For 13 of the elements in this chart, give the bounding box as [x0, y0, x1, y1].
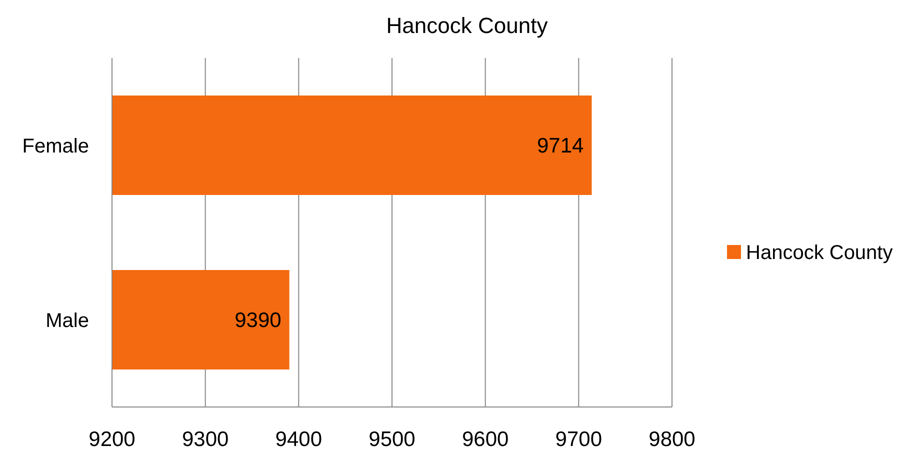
x-tick-label: 9200	[88, 428, 136, 451]
y-tick-label: Female	[22, 135, 89, 158]
legend-label: Hancock County	[746, 242, 893, 264]
y-tick-label: Male	[46, 310, 89, 332]
x-tick-label: 9600	[462, 428, 509, 451]
x-tick-label: 9300	[182, 428, 229, 451]
data-label: 9714	[537, 134, 584, 158]
x-tick-label: 9400	[275, 428, 322, 451]
data-label: 9390	[234, 309, 282, 332]
x-tick-label: 9700	[555, 428, 602, 451]
x-tick-label: 9500	[368, 428, 416, 451]
x-tick-label: 9800	[648, 428, 696, 451]
chart-title: Hancock County	[386, 13, 548, 38]
